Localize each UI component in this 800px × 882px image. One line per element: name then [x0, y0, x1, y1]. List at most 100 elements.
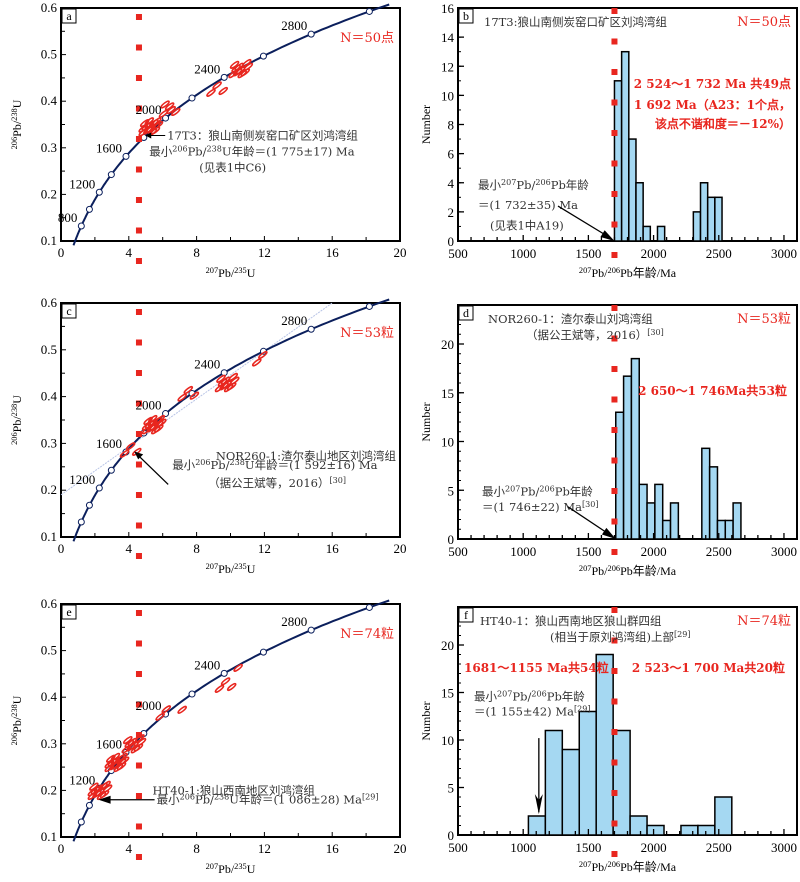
- outlier-annotation: 1 692 Ma（A23：1个点，: [634, 97, 791, 112]
- reference-marker: [135, 522, 142, 529]
- y-tick-label: 0.6: [41, 0, 58, 15]
- y-tick-label: 0.6: [41, 295, 58, 310]
- y-tick-label: 0: [448, 234, 455, 249]
- x-axis-title: 207Pb/235U: [206, 266, 256, 280]
- arrow-head: [134, 451, 144, 460]
- reference-marker: [611, 160, 618, 167]
- x-tick-label: 16: [326, 841, 340, 856]
- min-age-value: ＝(1 155±42) Ma[29]: [474, 705, 590, 719]
- y-tick-label: 12: [441, 59, 454, 74]
- data-ellipse: [92, 790, 102, 799]
- data-ellipse: [231, 64, 241, 73]
- concordia-age-node: [77, 818, 85, 826]
- histogram-bar: [669, 502, 680, 540]
- y-axis-title: 206Pb/238U: [10, 99, 24, 149]
- data-ellipse: [237, 70, 247, 79]
- reference-marker: [611, 69, 618, 75]
- y-tick-label: 10: [441, 88, 454, 103]
- data-ellipse: [150, 122, 161, 131]
- panel-letter: a: [66, 9, 72, 23]
- data-ellipse: [226, 682, 237, 691]
- concordia-age-label: 1200: [69, 176, 95, 191]
- data-ellipse: [232, 68, 243, 77]
- data-ellipse: [138, 124, 149, 133]
- data-ellipse: [189, 391, 200, 400]
- y-tick-label: 10: [441, 435, 454, 450]
- arrow-head: [600, 230, 615, 241]
- reference-marker: [611, 820, 618, 827]
- concordia-age-node: [85, 501, 93, 509]
- reference-marker: [135, 309, 142, 315]
- histogram-bar: [732, 502, 742, 540]
- x-tick-label: 500: [448, 840, 468, 855]
- concordia-age-label: 2800: [281, 614, 307, 629]
- reference-marker: [135, 492, 142, 498]
- reference-marker: [611, 99, 618, 106]
- reference-marker: [135, 701, 142, 708]
- data-ellipse: [96, 791, 107, 801]
- concordia-age-node: [259, 648, 267, 656]
- x-tick-label: 1500: [575, 544, 601, 559]
- panel-letter: f: [464, 608, 468, 622]
- reference-marker: [135, 105, 142, 112]
- y-tick-label: 5: [448, 483, 455, 498]
- concordia-age-label: 2800: [281, 313, 307, 328]
- concordia-age-node: [95, 484, 103, 492]
- data-ellipse: [144, 117, 155, 126]
- histogram-bar: [646, 824, 665, 836]
- x-tick-label: 8: [193, 841, 200, 856]
- data-ellipse: [126, 743, 136, 752]
- y-tick-label: 0.4: [41, 93, 58, 108]
- min-age-value: ＝(1 746±22) Ma[30]: [482, 500, 598, 514]
- sample-count-label: N＝53粒: [340, 326, 394, 341]
- arrow-head: [534, 794, 543, 815]
- x-tick-label: 20: [394, 245, 407, 260]
- chart-title: HT40-1：狼山西南地区狼山群四组: [480, 614, 662, 628]
- concordia-age-node: [77, 222, 85, 230]
- sample-count-label: N＝53粒: [737, 312, 791, 327]
- reference-marker: [135, 610, 142, 616]
- concordia-age-node: [259, 52, 267, 60]
- reference-marker: [611, 698, 618, 705]
- histogram-bar: [680, 824, 699, 836]
- x-tick-label: 3000: [771, 246, 797, 261]
- chart-subtitle: (相当于原刘鸿湾组)上部[29]: [550, 630, 691, 644]
- histogram-bar: [656, 225, 666, 242]
- reference-marker: [135, 75, 142, 81]
- data-ellipse: [160, 100, 170, 109]
- data-ellipse: [183, 386, 194, 395]
- x-tick-label: 1500: [575, 246, 601, 261]
- reference-marker: [611, 607, 618, 613]
- age-range-annotation-old: 2 523～1 700 Ma共20粒: [632, 660, 785, 675]
- reference-marker: [135, 197, 142, 203]
- x-tick-label: 1000: [510, 246, 536, 261]
- reference-marker: [135, 793, 142, 799]
- y-axis-title: 206Pb/238U: [10, 395, 24, 445]
- data-ellipse: [177, 393, 187, 402]
- data-ellipse: [218, 86, 229, 95]
- y-tick-label: 8: [448, 118, 455, 133]
- data-ellipse: [87, 788, 98, 797]
- histogram-bar: [630, 357, 640, 540]
- x-tick-label: 16: [326, 541, 340, 556]
- y-axis-title: Number: [419, 402, 433, 441]
- data-ellipse: [229, 60, 240, 69]
- sample-count-label: N＝50点: [737, 15, 791, 30]
- concordia-age-label: 1600: [96, 736, 122, 751]
- y-tick-label: 0.3: [41, 736, 57, 751]
- data-ellipse: [251, 358, 262, 367]
- y-axis-title: 206Pb/238U: [10, 695, 24, 745]
- concordia-panel-e: 0 4 8 12 16 20 0.1 0.2 0.3 0.4 0.5 0.6 207Pb/235U 206…: [10, 596, 407, 876]
- concordia-age-node: [365, 302, 373, 310]
- concordia-age-node: [85, 801, 93, 809]
- y-tick-label: 5: [448, 781, 455, 796]
- x-tick-label: 0: [58, 841, 65, 856]
- x-tick-label: 8: [193, 541, 200, 556]
- histogram-bar: [622, 375, 633, 540]
- histogram-bar: [629, 815, 648, 836]
- histogram-bar: [595, 653, 614, 836]
- reference-marker: [611, 518, 618, 525]
- histogram-bar: [620, 50, 630, 242]
- data-ellipse: [136, 737, 147, 746]
- data-ellipse: [219, 382, 229, 391]
